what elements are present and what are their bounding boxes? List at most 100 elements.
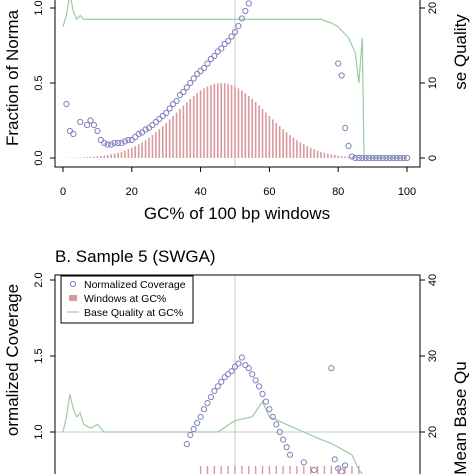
coverage-point [341, 124, 349, 132]
coverage-point [231, 363, 239, 370]
legend-label: Windows at GC% [84, 293, 166, 305]
y-tick-label: 1.0 [33, 424, 45, 439]
coverage-point [286, 451, 294, 458]
coverage-point [125, 136, 132, 144]
coverage-point [362, 154, 369, 162]
coverage-point [245, 365, 252, 372]
coverage-point [218, 378, 225, 385]
coverage-point [207, 55, 215, 63]
coverage-point [142, 126, 149, 133]
x-tick-label: 40 [194, 186, 206, 198]
y-tick-label: 0.5 [33, 75, 45, 90]
coverage-point [197, 67, 204, 75]
legend-label: Normalized Coverage [84, 279, 186, 291]
legend-coverage-marker [69, 280, 77, 288]
coverage-point [280, 436, 287, 443]
coverage-point [269, 413, 276, 420]
coverage-point [249, 371, 256, 378]
x-tick-label: 20 [126, 186, 138, 198]
y-axis-label: ormalized Coverage [3, 284, 22, 436]
coverage-point [66, 127, 73, 135]
coverage-point [221, 374, 228, 381]
coverage-point [221, 40, 228, 48]
coverage-point [183, 84, 190, 91]
coverage-point [190, 425, 197, 433]
coverage-point [149, 121, 156, 129]
coverage-point [355, 154, 362, 162]
x-tick-label: 60 [263, 186, 275, 198]
coverage-point [94, 127, 101, 135]
coverage-point [214, 48, 221, 55]
coverage-point [159, 112, 166, 120]
coverage-point [231, 28, 239, 36]
legend-label: Base Quality at GC% [84, 307, 183, 319]
coverage-point [183, 441, 190, 448]
coverage-point [235, 360, 242, 367]
coverage-point [187, 79, 194, 87]
coverage-point [200, 64, 208, 72]
coverage-point [118, 139, 125, 147]
y2-tick-label: 20 [427, 426, 439, 438]
coverage-point [242, 362, 249, 369]
coverage-point [194, 419, 201, 426]
coverage-point [132, 133, 139, 141]
plot-frame [54, 274, 421, 474]
coverage-point [393, 154, 400, 162]
y2-tick-label: 0 [427, 155, 439, 161]
y-tick-label: 2.0 [33, 272, 45, 287]
coverage-point [207, 393, 215, 401]
coverage-point [108, 141, 115, 148]
coverage-point [300, 459, 307, 466]
y2-tick-label: 40 [427, 274, 439, 286]
coverage-point [348, 153, 356, 160]
y-axis-label: Fraction of Norma [3, 9, 22, 146]
coverage-point [211, 387, 218, 395]
coverage-point [262, 398, 270, 405]
coverage-point [173, 97, 180, 105]
coverage-point [204, 400, 211, 407]
coverage-point [63, 100, 70, 108]
coverage-point [335, 60, 342, 67]
coverage-point [225, 371, 232, 378]
y2-axis-label: Mean Base Qu [451, 361, 470, 474]
coverage-point [238, 15, 245, 22]
coverage-point [255, 383, 263, 390]
y2-tick-label: 10 [427, 77, 439, 89]
coverage-point [156, 115, 163, 123]
coverage-point [194, 70, 201, 78]
coverage-point [83, 121, 91, 129]
coverage-point [111, 139, 118, 147]
coverage-point [338, 468, 345, 474]
coverage-point [400, 154, 407, 162]
chart-title: B. Sample 5 (SWGA) [55, 247, 216, 266]
x-tick-label: 0 [60, 186, 66, 198]
legend-windows-marker [69, 295, 77, 301]
coverage-point [101, 139, 108, 147]
coverage-point [238, 354, 245, 361]
coverage-point [128, 136, 135, 144]
coverage-point [369, 154, 376, 162]
coverage-point [359, 154, 366, 162]
y-tick-label: 1.0 [33, 0, 45, 15]
coverage-point [276, 428, 283, 436]
coverage-point [90, 121, 98, 129]
coverage-point [328, 365, 335, 372]
coverage-point [169, 100, 177, 108]
coverage-point [397, 154, 404, 162]
coverage-point [70, 130, 77, 138]
coverage-point [352, 154, 359, 162]
coverage-point [390, 154, 397, 162]
coverage-point [331, 456, 338, 463]
coverage-point [152, 118, 159, 126]
y2-axis-label: se Quality [451, 14, 470, 90]
base-quality-line [62, 393, 364, 474]
coverage-point [338, 72, 345, 79]
x-axis-label: GC% of 100 bp windows [144, 204, 330, 223]
coverage-point [372, 154, 380, 162]
coverage-point [77, 118, 84, 126]
plot-frame [54, 0, 421, 168]
coverage-point [197, 413, 204, 420]
coverage-point [266, 406, 273, 413]
coverage-point [225, 37, 232, 45]
